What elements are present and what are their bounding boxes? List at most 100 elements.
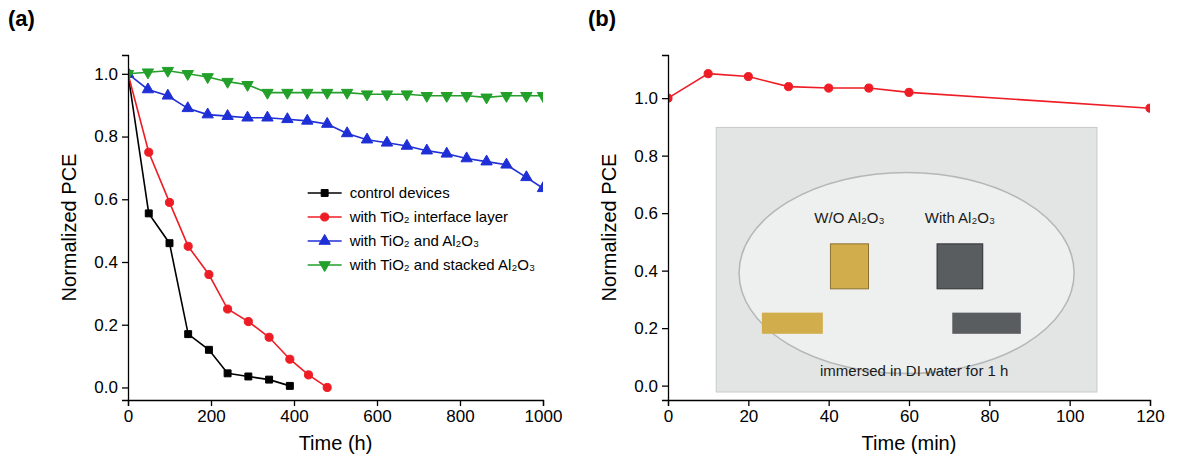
- tick-label: 1000: [525, 407, 563, 426]
- tick-mark: [122, 136, 128, 137]
- data-point: [302, 89, 313, 99]
- data-point: [704, 70, 712, 78]
- inset-label: immersed in DI water for 1 h: [820, 362, 1008, 379]
- tick-label: 400: [280, 407, 308, 426]
- tick-mark: [662, 155, 668, 156]
- tick: 1000: [525, 400, 563, 426]
- legend-label: with TiO₂ and Al₂O₃: [349, 232, 479, 249]
- data-point: [441, 92, 452, 102]
- data-point: [202, 74, 213, 84]
- tick-mark: [294, 400, 295, 406]
- data-point: [865, 84, 873, 92]
- legend-marker: [321, 190, 328, 197]
- panel: 0 200 400 600 800 1000 0.0 0.2 0.4 0.6 0.8 1.0 Time …: [8, 6, 562, 454]
- data-point: [224, 305, 232, 313]
- axis-line: [669, 401, 1151, 407]
- axis-line: [662, 56, 669, 401]
- series-line: [128, 74, 290, 386]
- tick-label: 0.4: [94, 253, 118, 272]
- data-point: [162, 67, 173, 77]
- tick-label: 0.4: [634, 262, 658, 281]
- beaker-water: [739, 172, 1074, 373]
- tick: 800: [446, 400, 474, 426]
- tick-label: 0.6: [94, 190, 118, 209]
- data-point: [521, 92, 532, 102]
- data-point: [286, 355, 294, 363]
- data-point: [242, 82, 253, 92]
- tick-label: 0.2: [94, 316, 118, 335]
- data-point: [304, 371, 312, 379]
- axis-line: [129, 401, 544, 407]
- device-with-2: [952, 313, 1021, 334]
- panel-label: (a): [8, 6, 35, 31]
- tick-label: 0.6: [634, 204, 658, 223]
- series-line: [128, 74, 543, 188]
- data-point: [361, 91, 372, 101]
- legend-label: with TiO₂ and stacked Al₂O₃: [349, 256, 535, 273]
- data-point: [205, 346, 212, 353]
- tick-mark: [1070, 400, 1071, 406]
- legend: control deviceswith TiO₂ interface layer…: [308, 184, 535, 273]
- tick-mark: [122, 387, 128, 388]
- tick: 100: [1056, 400, 1084, 426]
- data-point: [401, 139, 412, 149]
- data-point: [461, 152, 472, 162]
- data-point: [501, 92, 512, 102]
- tick-mark: [989, 400, 990, 406]
- data-point: [262, 89, 273, 99]
- tick: 0.2: [94, 316, 128, 335]
- x-axis: 020406080100120: [664, 400, 1165, 426]
- tick: 0.8: [94, 127, 128, 146]
- tick: 0.0: [634, 377, 668, 396]
- y-axis: 0.0 0.2 0.4 0.6 0.8 1.0: [94, 56, 128, 401]
- tick-mark: [748, 400, 749, 406]
- tick-label: 1.0: [634, 89, 658, 108]
- tick: 1.0: [634, 89, 668, 108]
- tick-mark: [122, 199, 128, 200]
- data-point: [521, 171, 532, 181]
- data-point: [481, 155, 492, 165]
- data-point: [381, 136, 392, 146]
- data-point: [266, 376, 273, 383]
- tick-label: 200: [197, 407, 225, 426]
- data-point: [165, 198, 173, 206]
- data-point: [162, 89, 173, 99]
- tick: 200: [197, 400, 225, 426]
- data-point: [501, 158, 512, 168]
- data-point: [145, 148, 153, 156]
- tick-label: 100: [1056, 407, 1084, 426]
- tick-mark: [543, 400, 544, 406]
- tick: 0.8: [634, 147, 668, 166]
- x-axis-title: Time (h): [299, 432, 373, 454]
- tick-label: 0.8: [634, 147, 658, 166]
- data-point: [142, 83, 153, 93]
- data-point: [222, 110, 233, 120]
- data-point: [282, 89, 293, 99]
- tick-label: 0.0: [634, 377, 658, 396]
- device-without-2: [762, 313, 823, 334]
- data-point: [1146, 104, 1150, 112]
- tick-mark: [122, 325, 128, 326]
- tick: 0.2: [634, 319, 668, 338]
- data-point: [744, 72, 752, 80]
- data-point: [202, 108, 213, 118]
- data-point: [481, 94, 492, 104]
- tick: 1.0: [94, 65, 128, 84]
- tick: 600: [363, 400, 391, 426]
- data-point: [166, 240, 173, 247]
- plot-marks: [128, 67, 543, 391]
- data-point: [341, 89, 352, 99]
- x-axis: 0 200 400 600 800 1000: [124, 400, 563, 426]
- data-point: [184, 242, 192, 250]
- legend-marker: [319, 262, 330, 272]
- tick-label: 0.0: [94, 378, 118, 397]
- data-point: [182, 102, 193, 112]
- panel: W/O Al₂O₃With Al₂O₃immersed in DI water …: [588, 6, 1165, 454]
- data-point: [461, 92, 472, 102]
- tick-label: 0: [124, 407, 133, 426]
- tick-label: 0.2: [634, 319, 658, 338]
- data-point: [185, 331, 192, 338]
- tick-mark: [909, 400, 910, 406]
- data-point: [401, 91, 412, 101]
- series-line: [128, 71, 543, 98]
